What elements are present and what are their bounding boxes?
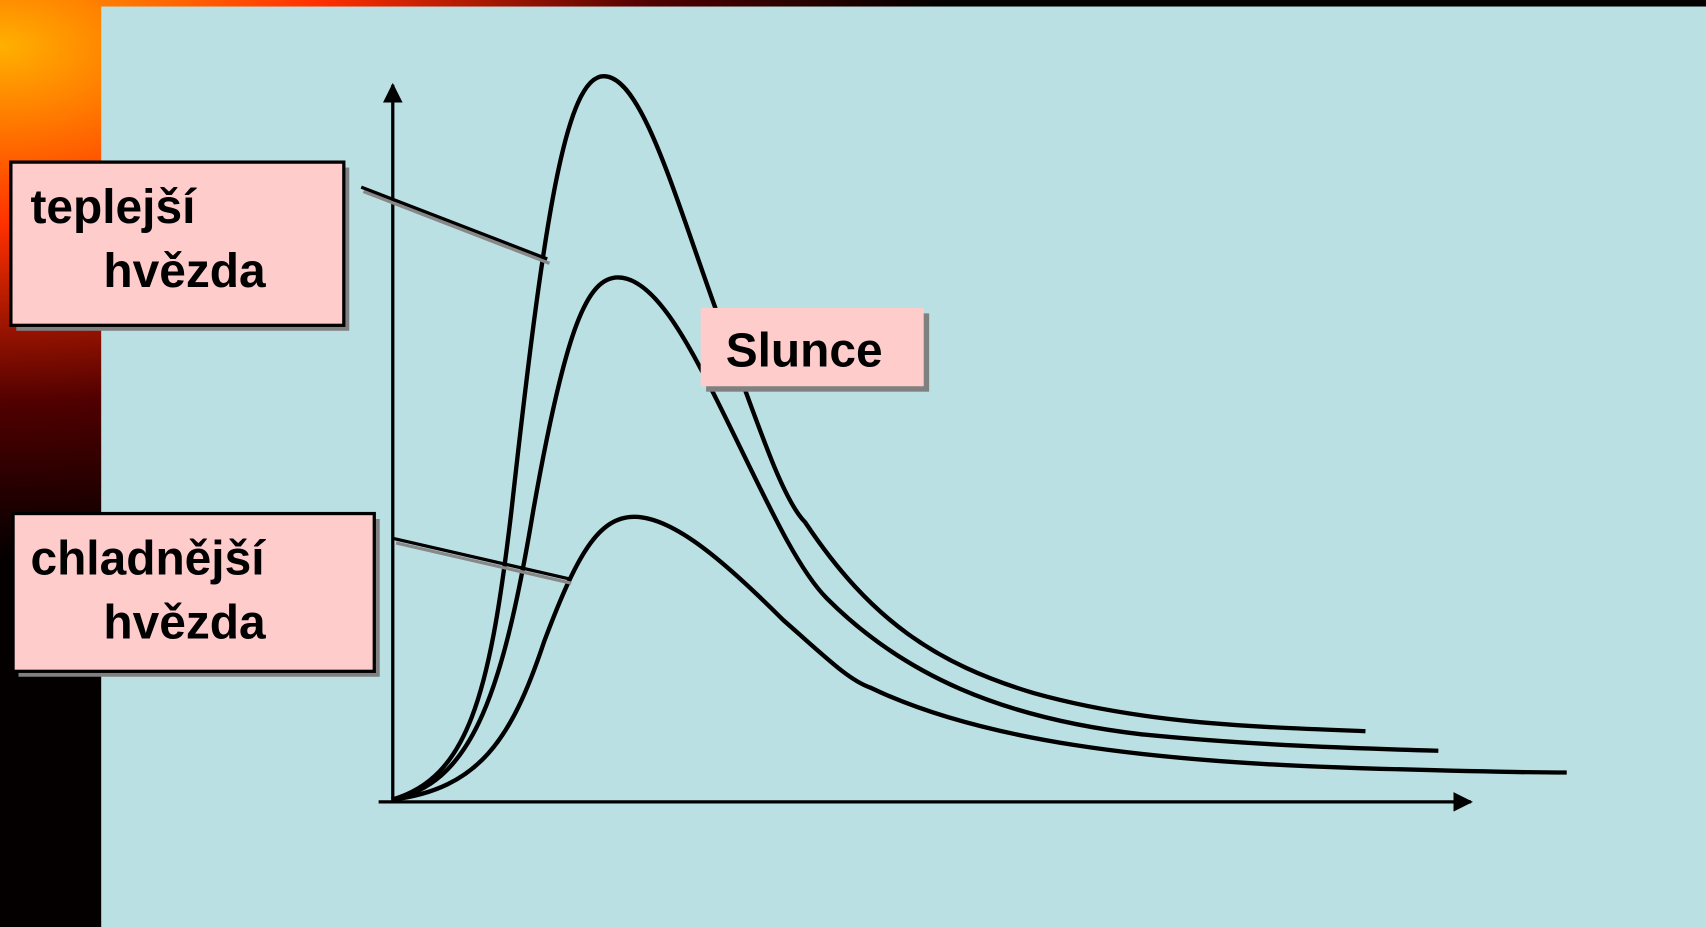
leader-line xyxy=(393,536,570,581)
leader-line xyxy=(360,185,548,261)
label-box xyxy=(9,160,346,327)
curve-hot xyxy=(391,73,1366,802)
panel xyxy=(101,6,1706,927)
label-box xyxy=(700,307,924,387)
label-text: chladnější xyxy=(30,532,266,585)
label-text: hvězda xyxy=(103,597,266,650)
label-text: hvězda xyxy=(103,245,266,298)
curve-cool xyxy=(391,514,1567,802)
leader-shadow xyxy=(362,189,551,265)
curve-sun xyxy=(391,275,1439,802)
label-box xyxy=(11,511,376,673)
leader-shadow xyxy=(395,541,572,585)
label-text: teplejší xyxy=(30,181,197,234)
label-text: Slunce xyxy=(726,325,883,378)
